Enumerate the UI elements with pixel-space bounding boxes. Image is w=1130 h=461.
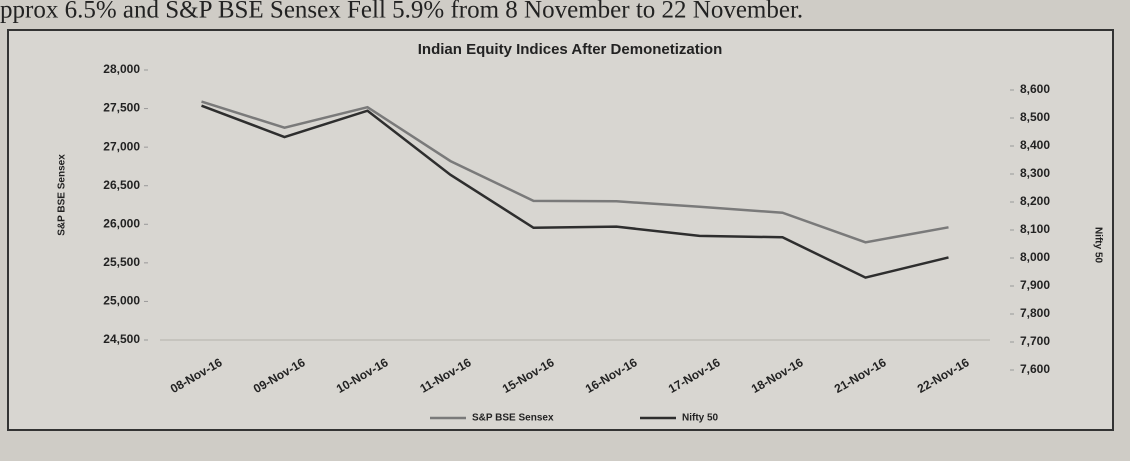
y-tick-label: 26,500 [103, 178, 140, 192]
y2-tick-label: 7,600 [1020, 362, 1050, 376]
y2-tick-label: 8,100 [1020, 222, 1050, 236]
y2-tick-label: 7,700 [1020, 334, 1050, 348]
legend-label: Nifty 50 [682, 413, 719, 424]
y2-tick-label: 8,400 [1020, 138, 1050, 152]
series-line [201, 104, 949, 279]
y2-tick-label: 8,300 [1020, 166, 1050, 180]
y2-tick-label: 7,900 [1020, 278, 1050, 292]
y-tick-label: 28,000 [103, 62, 140, 76]
chart-title: Indian Equity Indices After Demonetizati… [418, 41, 722, 58]
legend-label: S&P BSE Sensex [472, 413, 554, 424]
caption: pprox 6.5% and S&P BSE Sensex Fell 5.9% … [0, 0, 803, 24]
y2-tick-label: 7,800 [1020, 306, 1050, 320]
y2-tick-label: 8,500 [1020, 110, 1050, 124]
series-line [201, 100, 949, 244]
y-tick-label: 27,000 [103, 139, 140, 153]
y2-axis-title: Nifty 50 [1092, 227, 1103, 264]
y2-tick-label: 8,200 [1020, 194, 1050, 208]
y-tick-label: 26,000 [103, 216, 140, 230]
y-axis-title: S&P BSE Sensex [57, 154, 68, 236]
y-tick-label: 24,500 [103, 332, 140, 346]
y-tick-label: 27,500 [103, 101, 140, 115]
y2-tick-label: 8,600 [1020, 82, 1050, 96]
y-tick-label: 25,000 [103, 294, 140, 308]
y-tick-label: 25,500 [103, 255, 140, 269]
y2-tick-label: 8,000 [1020, 250, 1050, 264]
